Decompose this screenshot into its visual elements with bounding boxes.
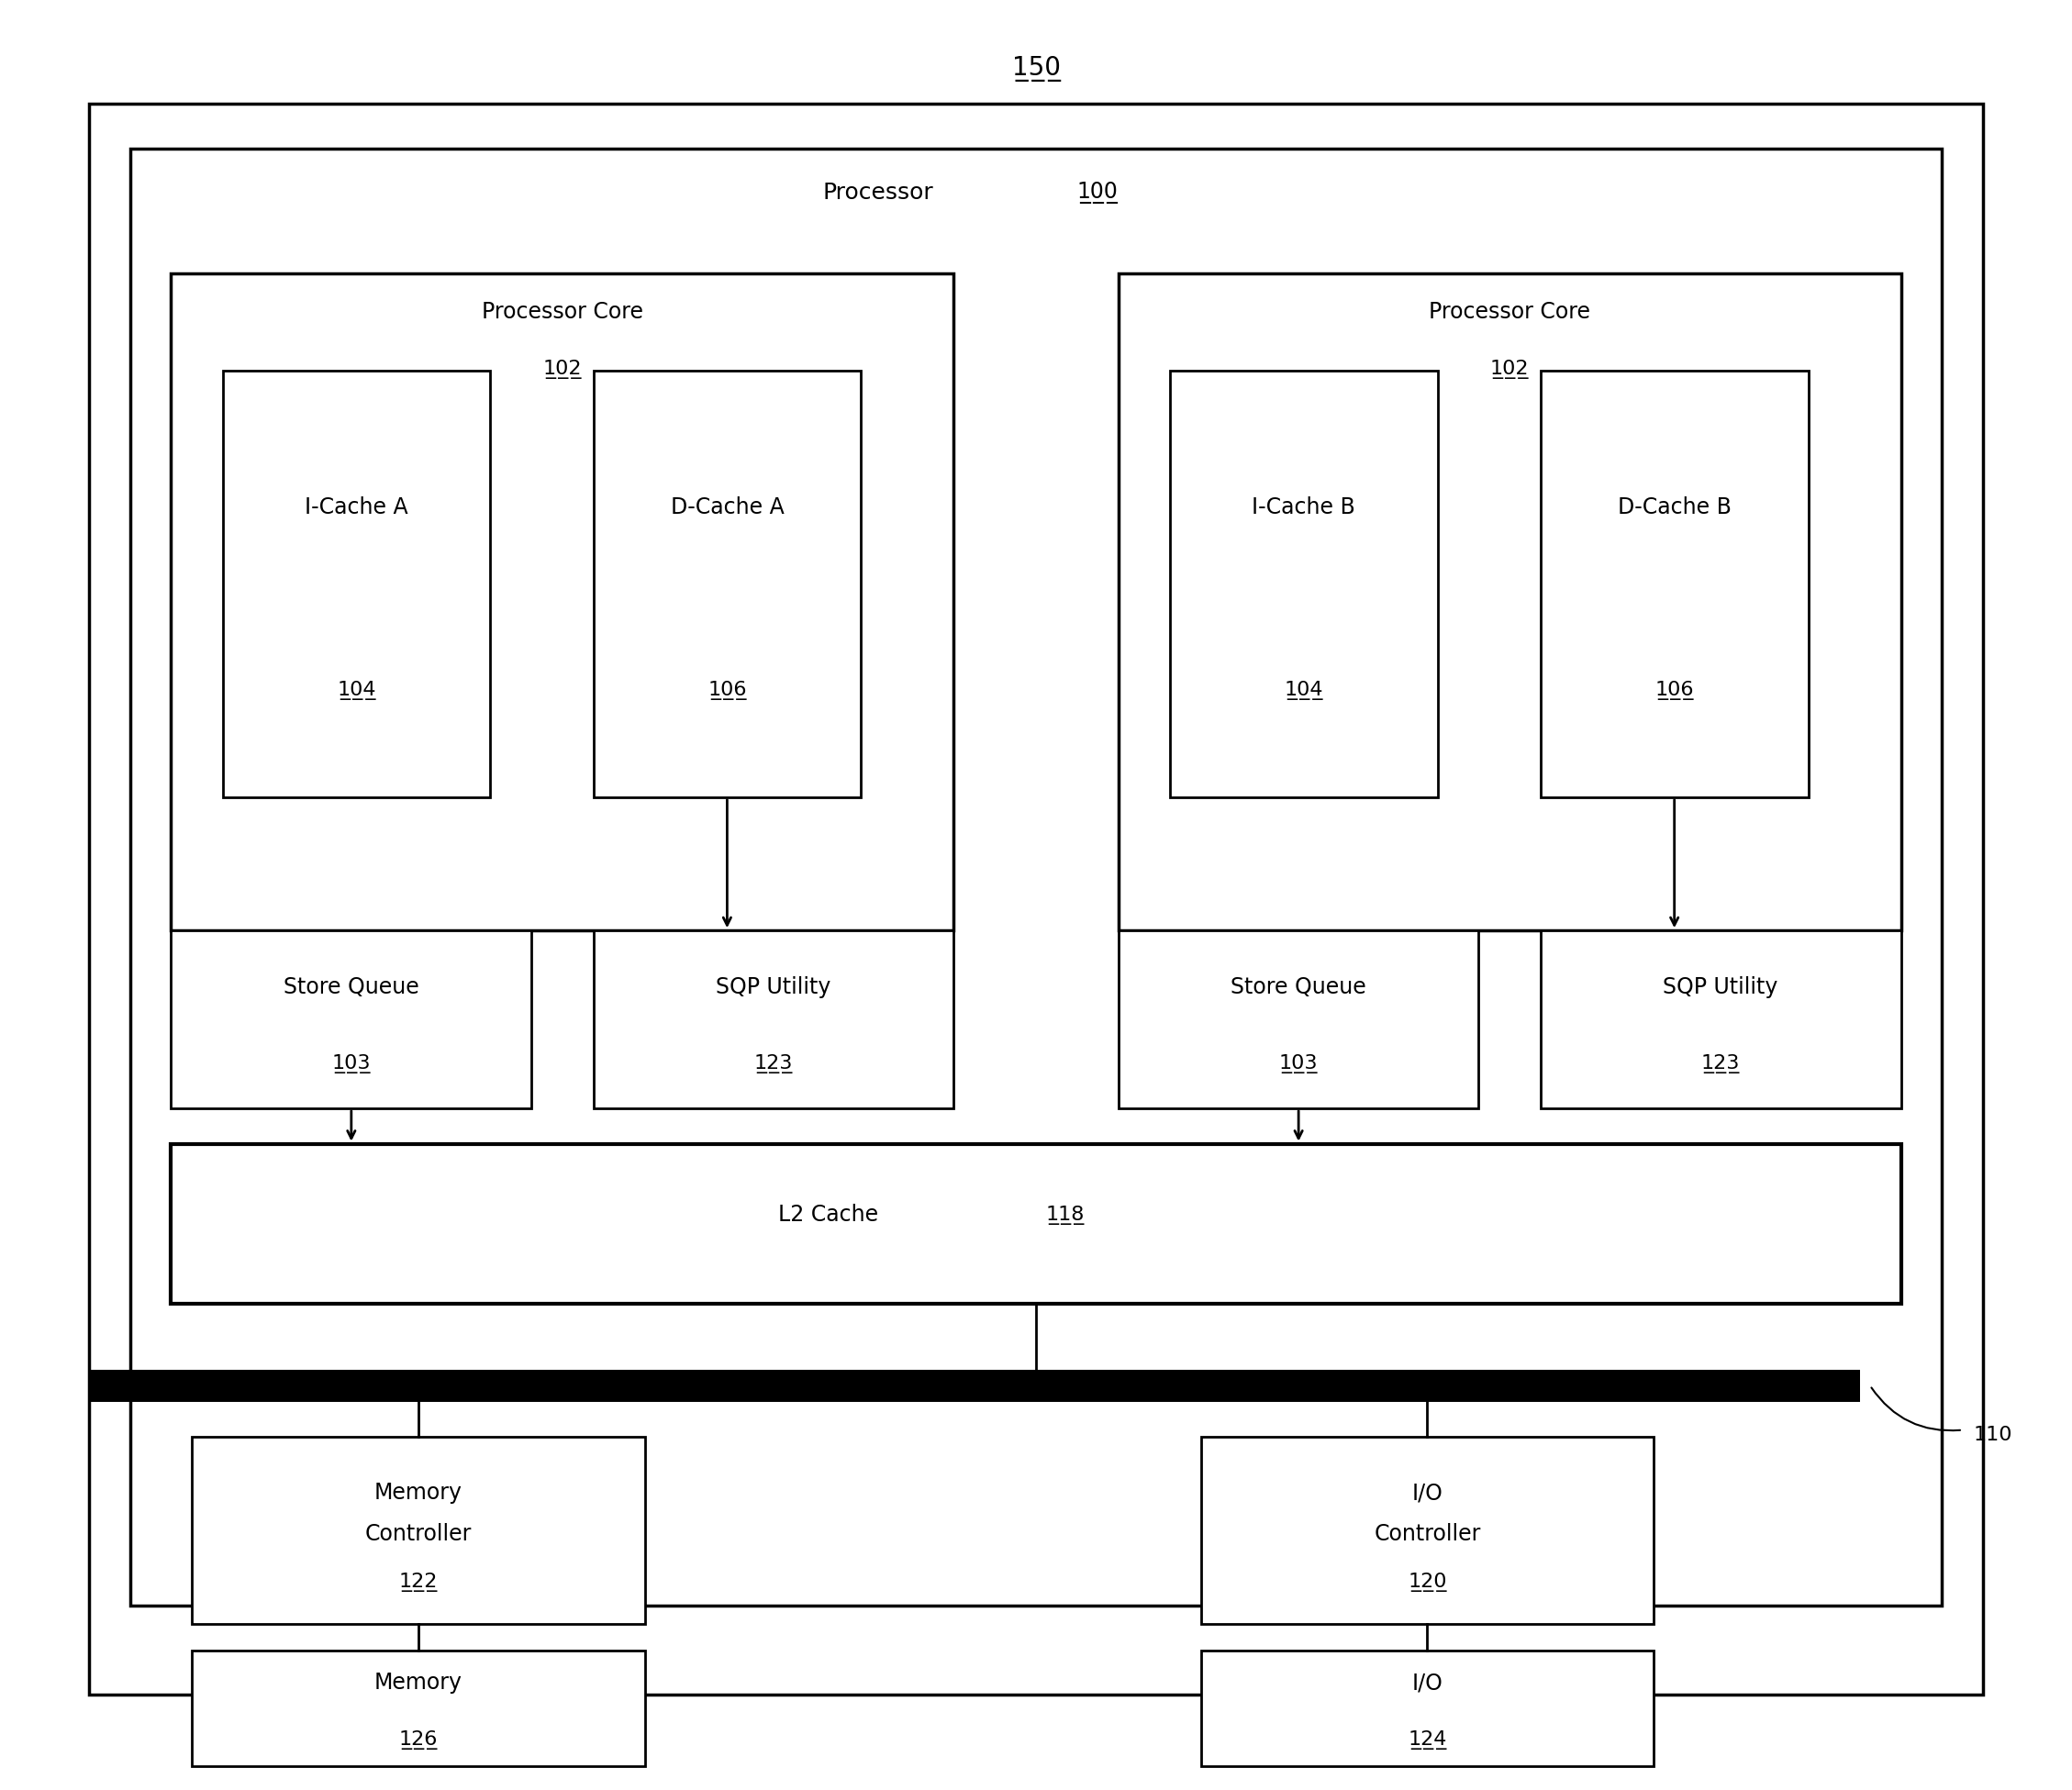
Text: 1̲0̲0̲: 1̲0̲0̲ bbox=[1077, 183, 1119, 204]
Text: SQP Utility: SQP Utility bbox=[1664, 976, 1778, 999]
Text: 1̲0̲2̲: 1̲0̲2̲ bbox=[543, 360, 582, 378]
Text: Controller: Controller bbox=[365, 1523, 472, 1545]
Text: Store Queue: Store Queue bbox=[284, 976, 419, 999]
Text: Controller: Controller bbox=[1374, 1523, 1481, 1545]
Bar bbox=[89, 104, 1983, 1695]
Text: 1̲0̲6̲: 1̲0̲6̲ bbox=[1656, 680, 1695, 700]
Text: L2 Cache: L2 Cache bbox=[779, 1205, 879, 1226]
Text: 1̲5̲0̲: 1̲5̲0̲ bbox=[1011, 55, 1061, 81]
Text: Processor Core: Processor Core bbox=[481, 301, 642, 322]
Text: D-Cache B: D-Cache B bbox=[1618, 496, 1732, 519]
Text: 1̲2̲4̲: 1̲2̲4̲ bbox=[1407, 1731, 1446, 1751]
Text: 1̲2̲2̲: 1̲2̲2̲ bbox=[398, 1573, 437, 1593]
Bar bbox=[1539, 931, 1900, 1108]
Text: SQP Utility: SQP Utility bbox=[717, 976, 831, 999]
Text: Processor Core: Processor Core bbox=[1430, 301, 1591, 322]
Text: Processor: Processor bbox=[823, 183, 932, 204]
Text: I-Cache B: I-Cache B bbox=[1251, 496, 1355, 519]
Bar bbox=[593, 931, 953, 1108]
Text: 1̲2̲3̲: 1̲2̲3̲ bbox=[754, 1054, 794, 1074]
Text: 1̲2̲0̲: 1̲2̲0̲ bbox=[1407, 1573, 1446, 1593]
Text: 1̲2̲3̲: 1̲2̲3̲ bbox=[1701, 1054, 1740, 1074]
Text: Memory: Memory bbox=[375, 1482, 462, 1504]
Text: I-Cache A: I-Cache A bbox=[305, 496, 408, 519]
Bar bbox=[1539, 371, 1809, 797]
Bar bbox=[1202, 1650, 1653, 1767]
Text: I/O: I/O bbox=[1411, 1672, 1442, 1693]
Bar bbox=[1119, 272, 1900, 931]
Text: 110: 110 bbox=[1973, 1427, 2012, 1445]
Bar bbox=[1171, 371, 1438, 797]
Bar bbox=[131, 149, 1941, 1606]
Text: 1̲0̲4̲: 1̲0̲4̲ bbox=[1285, 680, 1324, 700]
Bar bbox=[193, 1437, 644, 1624]
Text: 1̲0̲3̲: 1̲0̲3̲ bbox=[1278, 1054, 1318, 1074]
Text: 1̲0̲6̲: 1̲0̲6̲ bbox=[709, 680, 746, 700]
Text: Memory: Memory bbox=[375, 1672, 462, 1693]
Text: 1̲2̲6̲: 1̲2̲6̲ bbox=[398, 1731, 437, 1751]
Text: Store Queue: Store Queue bbox=[1231, 976, 1365, 999]
Text: 1̲0̲3̲: 1̲0̲3̲ bbox=[332, 1054, 371, 1074]
Bar bbox=[193, 1650, 644, 1767]
Bar bbox=[89, 1369, 1861, 1402]
Text: 1̲0̲4̲: 1̲0̲4̲ bbox=[338, 680, 375, 700]
Bar bbox=[222, 371, 491, 797]
Text: D-Cache A: D-Cache A bbox=[671, 496, 783, 519]
Text: 1̲1̲8̲: 1̲1̲8̲ bbox=[1046, 1205, 1084, 1224]
Bar bbox=[593, 371, 862, 797]
Text: 1̲0̲2̲: 1̲0̲2̲ bbox=[1490, 360, 1529, 378]
Bar bbox=[1202, 1437, 1653, 1624]
Bar bbox=[172, 272, 953, 931]
Text: I/O: I/O bbox=[1411, 1482, 1442, 1504]
Bar bbox=[1119, 931, 1479, 1108]
Bar bbox=[172, 931, 533, 1108]
Bar bbox=[172, 1144, 1900, 1303]
